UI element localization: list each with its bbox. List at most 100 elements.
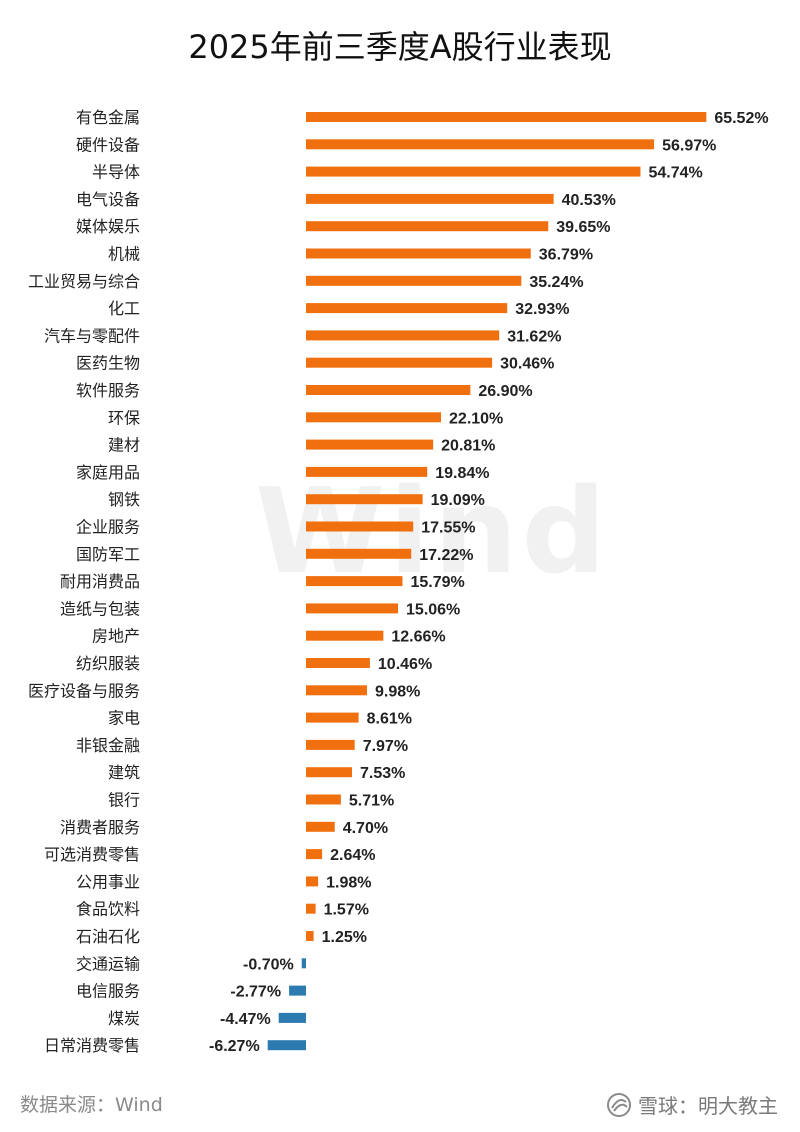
category-label-16: 国防军工 [76, 545, 140, 564]
value-label-27: 2.64% [330, 847, 375, 864]
category-label-32: 电信服务 [76, 982, 140, 1001]
value-label-20: 10.46% [378, 656, 432, 673]
value-label-5: 36.79% [539, 247, 593, 264]
category-label-12: 建材 [108, 436, 140, 455]
bar-25 [306, 794, 341, 805]
bar-9 [306, 357, 493, 368]
bar-10 [306, 385, 471, 395]
snowball-logo-icon [607, 1092, 631, 1117]
bar-31 [301, 958, 306, 969]
category-label-9: 医药生物 [76, 354, 140, 373]
value-label-26: 4.70% [343, 820, 388, 837]
category-label-14: 钢铁 [108, 490, 140, 509]
value-label-2: 54.74% [648, 165, 702, 182]
bar-23 [306, 739, 355, 750]
category-label-29: 食品饮料 [76, 900, 140, 919]
bar-1 [306, 139, 655, 150]
category-label-31: 交通运输 [76, 954, 140, 973]
category-label-30: 石油石化 [76, 927, 140, 946]
value-label-7: 32.93% [515, 301, 569, 318]
bar-22 [306, 712, 359, 723]
value-label-9: 30.46% [500, 356, 554, 373]
bar-27 [306, 849, 323, 860]
bar-29 [306, 903, 316, 914]
category-label-22: 家电 [108, 709, 140, 728]
category-label-34: 日常消费零售 [44, 1036, 140, 1055]
category-label-28: 公用事业 [76, 872, 140, 891]
bar-18 [306, 603, 399, 614]
bar-34 [267, 1040, 306, 1051]
value-label-13: 19.84% [435, 465, 489, 482]
bar-0 [306, 112, 707, 122]
category-label-11: 环保 [108, 408, 140, 427]
category-label-10: 软件服务 [76, 381, 140, 400]
category-label-2: 半导体 [92, 163, 140, 182]
value-label-3: 40.53% [562, 192, 616, 209]
bar-3 [306, 193, 554, 204]
bar-7 [306, 303, 508, 314]
category-label-17: 耐用消费品 [60, 572, 140, 591]
category-label-0: 有色金属 [76, 108, 140, 127]
bar-6 [306, 275, 522, 286]
bar-13 [306, 466, 428, 477]
value-label-19: 12.66% [391, 629, 445, 646]
value-label-30: 1.25% [322, 929, 367, 946]
category-label-18: 造纸与包装 [60, 599, 140, 618]
value-label-33: -4.47% [220, 1011, 271, 1028]
value-label-21: 9.98% [375, 683, 420, 700]
chart-title: 2025年前三季度A股行业表现 [188, 28, 612, 66]
value-label-14: 19.09% [431, 492, 485, 509]
bar-26 [306, 821, 335, 832]
data-source-note: 数据来源：Wind [20, 1094, 163, 1116]
bar-14 [306, 494, 423, 505]
bar-4 [306, 221, 549, 232]
category-label-13: 家庭用品 [76, 463, 140, 482]
value-label-15: 17.55% [421, 520, 475, 537]
bar-28 [306, 876, 319, 887]
value-label-18: 15.06% [406, 601, 460, 618]
bar-5 [306, 248, 531, 259]
value-label-28: 1.98% [326, 874, 371, 891]
category-label-26: 消费者服务 [60, 818, 140, 837]
value-label-10: 26.90% [478, 383, 532, 400]
category-label-15: 企业服务 [76, 518, 140, 537]
value-label-0: 65.52% [714, 110, 768, 127]
bar-21 [306, 685, 367, 696]
category-label-33: 煤炭 [108, 1009, 140, 1028]
value-label-16: 17.22% [419, 547, 473, 564]
value-label-23: 7.97% [363, 738, 408, 755]
category-label-8: 汽车与零配件 [44, 326, 140, 345]
category-label-1: 硬件设备 [76, 135, 140, 154]
bar-19 [306, 630, 384, 641]
bar-33 [278, 1012, 306, 1023]
category-label-20: 纺织服装 [76, 654, 140, 673]
category-label-24: 建筑 [108, 763, 140, 782]
bar-30 [306, 931, 314, 941]
value-label-29: 1.57% [324, 902, 369, 919]
value-label-17: 15.79% [410, 574, 464, 591]
brand-text: 雪球：明大教主 [638, 1094, 778, 1118]
category-label-21: 医疗设备与服务 [28, 681, 140, 700]
bar-15 [306, 521, 414, 532]
bar-24 [306, 767, 353, 778]
category-label-23: 非银金融 [76, 736, 140, 755]
value-label-32: -2.77% [230, 984, 281, 1001]
value-label-22: 8.61% [367, 711, 412, 728]
value-label-1: 56.97% [662, 137, 716, 154]
bar-32 [289, 985, 306, 996]
value-label-25: 5.71% [349, 793, 394, 810]
bar-16 [306, 548, 412, 559]
value-label-11: 22.10% [449, 410, 503, 427]
category-label-25: 银行 [108, 791, 140, 810]
category-label-19: 房地产 [92, 627, 140, 646]
value-label-31: -0.70% [243, 956, 294, 973]
category-label-7: 化工 [108, 299, 140, 318]
category-label-4: 媒体娱乐 [76, 217, 140, 236]
bar-20 [306, 658, 370, 668]
bar-12 [306, 439, 434, 450]
bar-2 [306, 166, 641, 177]
value-label-4: 39.65% [556, 219, 610, 236]
bar-8 [306, 330, 500, 341]
brand-credit: 雪球：明大教主 [606, 1090, 778, 1119]
